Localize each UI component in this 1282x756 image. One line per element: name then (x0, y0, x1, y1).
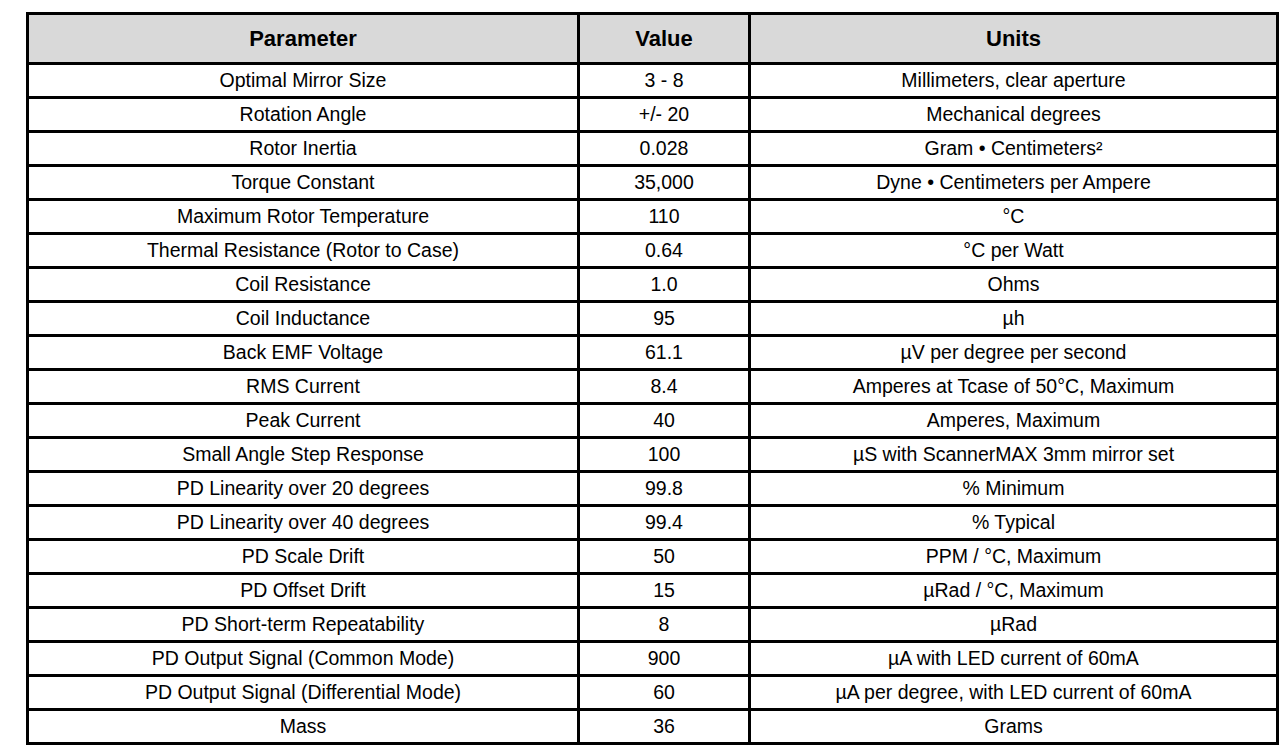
table-row: Rotor Inertia 0.028 Gram • Centimeters² (28, 132, 1278, 166)
datasheet-page: Parameter Value Units Optimal Mirror Siz… (0, 0, 1282, 756)
units-cell: µRad (750, 608, 1278, 642)
value-cell: 35,000 (579, 166, 750, 200)
parameter-cell: PD Offset Drift (28, 574, 579, 608)
parameter-cell: PD Short-term Repeatability (28, 608, 579, 642)
table-row: PD Scale Drift 50 PPM / °C, Maximum (28, 540, 1278, 574)
value-cell: 40 (579, 404, 750, 438)
header-row: Parameter Value Units (28, 14, 1278, 64)
table-row: Thermal Resistance (Rotor to Case) 0.64 … (28, 234, 1278, 268)
spec-table-header: Parameter Value Units (28, 14, 1278, 64)
parameter-cell: Maximum Rotor Temperature (28, 200, 579, 234)
value-cell: 1.0 (579, 268, 750, 302)
value-cell: 36 (579, 710, 750, 744)
column-header-units: Units (750, 14, 1278, 64)
parameter-cell: PD Linearity over 40 degrees (28, 506, 579, 540)
value-cell: 50 (579, 540, 750, 574)
table-row: Back EMF Voltage 61.1 µV per degree per … (28, 336, 1278, 370)
value-cell: 8.4 (579, 370, 750, 404)
units-cell: °C per Watt (750, 234, 1278, 268)
units-cell: µA with LED current of 60mA (750, 642, 1278, 676)
value-cell: 0.028 (579, 132, 750, 166)
table-row: Small Angle Step Response 100 µS with Sc… (28, 438, 1278, 472)
table-row: PD Offset Drift 15 µRad / °C, Maximum (28, 574, 1278, 608)
value-cell: 100 (579, 438, 750, 472)
table-row: PD Output Signal (Common Mode) 900 µA wi… (28, 642, 1278, 676)
parameter-cell: Small Angle Step Response (28, 438, 579, 472)
spec-table: Parameter Value Units Optimal Mirror Siz… (26, 12, 1279, 745)
units-cell: Grams (750, 710, 1278, 744)
value-cell: 15 (579, 574, 750, 608)
column-header-parameter: Parameter (28, 14, 579, 64)
value-cell: 99.8 (579, 472, 750, 506)
units-cell: Mechanical degrees (750, 98, 1278, 132)
value-cell: 0.64 (579, 234, 750, 268)
value-cell: 99.4 (579, 506, 750, 540)
units-cell: µS with ScannerMAX 3mm mirror set (750, 438, 1278, 472)
table-row: Maximum Rotor Temperature 110 °C (28, 200, 1278, 234)
parameter-cell: PD Output Signal (Common Mode) (28, 642, 579, 676)
units-cell: °C (750, 200, 1278, 234)
units-cell: % Typical (750, 506, 1278, 540)
units-cell: Millimeters, clear aperture (750, 64, 1278, 98)
units-cell: Dyne • Centimeters per Ampere (750, 166, 1278, 200)
parameter-cell: RMS Current (28, 370, 579, 404)
parameter-cell: Rotor Inertia (28, 132, 579, 166)
units-cell: PPM / °C, Maximum (750, 540, 1278, 574)
table-row: Optimal Mirror Size 3 - 8 Millimeters, c… (28, 64, 1278, 98)
units-cell: µV per degree per second (750, 336, 1278, 370)
units-cell: Ohms (750, 268, 1278, 302)
value-cell: 60 (579, 676, 750, 710)
units-cell: Gram • Centimeters² (750, 132, 1278, 166)
parameter-cell: PD Output Signal (Differential Mode) (28, 676, 579, 710)
parameter-cell: Back EMF Voltage (28, 336, 579, 370)
units-cell: Amperes, Maximum (750, 404, 1278, 438)
units-cell: Amperes at Tcase of 50°C, Maximum (750, 370, 1278, 404)
table-row: Peak Current 40 Amperes, Maximum (28, 404, 1278, 438)
column-header-value: Value (579, 14, 750, 64)
value-cell: +/- 20 (579, 98, 750, 132)
units-cell: µRad / °C, Maximum (750, 574, 1278, 608)
value-cell: 8 (579, 608, 750, 642)
parameter-cell: Torque Constant (28, 166, 579, 200)
table-row: PD Linearity over 40 degrees 99.4 % Typi… (28, 506, 1278, 540)
table-row: PD Output Signal (Differential Mode) 60 … (28, 676, 1278, 710)
table-row: Rotation Angle +/- 20 Mechanical degrees (28, 98, 1278, 132)
parameter-cell: PD Linearity over 20 degrees (28, 472, 579, 506)
units-cell: µA per degree, with LED current of 60mA (750, 676, 1278, 710)
table-row: PD Short-term Repeatability 8 µRad (28, 608, 1278, 642)
parameter-cell: Coil Inductance (28, 302, 579, 336)
table-row: Mass 36 Grams (28, 710, 1278, 744)
value-cell: 900 (579, 642, 750, 676)
spec-table-body: Optimal Mirror Size 3 - 8 Millimeters, c… (28, 64, 1278, 744)
value-cell: 61.1 (579, 336, 750, 370)
value-cell: 110 (579, 200, 750, 234)
units-cell: µh (750, 302, 1278, 336)
table-row: Coil Inductance 95 µh (28, 302, 1278, 336)
table-row: Coil Resistance 1.0 Ohms (28, 268, 1278, 302)
table-row: RMS Current 8.4 Amperes at Tcase of 50°C… (28, 370, 1278, 404)
parameter-cell: Peak Current (28, 404, 579, 438)
parameter-cell: Mass (28, 710, 579, 744)
parameter-cell: PD Scale Drift (28, 540, 579, 574)
value-cell: 3 - 8 (579, 64, 750, 98)
parameter-cell: Coil Resistance (28, 268, 579, 302)
table-row: Torque Constant 35,000 Dyne • Centimeter… (28, 166, 1278, 200)
value-cell: 95 (579, 302, 750, 336)
parameter-cell: Optimal Mirror Size (28, 64, 579, 98)
parameter-cell: Thermal Resistance (Rotor to Case) (28, 234, 579, 268)
units-cell: % Minimum (750, 472, 1278, 506)
table-row: PD Linearity over 20 degrees 99.8 % Mini… (28, 472, 1278, 506)
parameter-cell: Rotation Angle (28, 98, 579, 132)
